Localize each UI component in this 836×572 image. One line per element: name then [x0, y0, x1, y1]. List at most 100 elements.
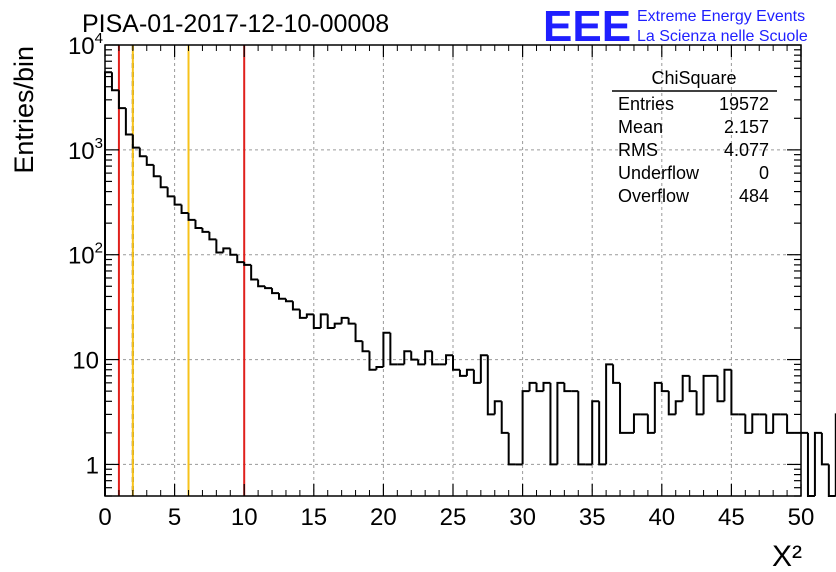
- histogram-bin: [354, 323, 363, 343]
- histogram-bin: [556, 381, 565, 465]
- histogram-bin: [827, 464, 836, 497]
- x-tick-label: 25: [440, 504, 467, 531]
- x-tick-label: 45: [718, 504, 745, 531]
- histogram-bin: [410, 351, 419, 361]
- histogram-bin: [751, 413, 760, 433]
- histogram-bin: [744, 414, 753, 434]
- stats-label: Entries: [618, 94, 674, 114]
- x-tick-label: 10: [231, 504, 258, 531]
- histogram-bin: [716, 375, 725, 403]
- x-tick-label: 30: [509, 504, 536, 531]
- marker-lines: [117, 45, 246, 496]
- histogram-bin: [772, 413, 781, 433]
- histogram-bin: [424, 350, 433, 365]
- histogram-bin: [612, 364, 621, 384]
- histogram-bin: [674, 400, 683, 415]
- histogram-bin: [375, 365, 384, 370]
- histogram-bin: [347, 317, 356, 325]
- y-tick-label: 1: [86, 452, 99, 479]
- histogram-bin: [681, 374, 690, 402]
- histogram-bin: [695, 391, 704, 416]
- x-tick-label: 15: [300, 504, 327, 531]
- histogram-bin: [284, 298, 293, 303]
- histogram-bin: [340, 316, 349, 324]
- x-tick-label: 40: [648, 504, 675, 531]
- grid-lines: [105, 45, 801, 496]
- histogram-bin: [187, 212, 196, 221]
- stats-label: Mean: [618, 117, 663, 137]
- histogram-bin: [278, 293, 286, 300]
- histogram-bin: [521, 390, 530, 465]
- histogram-bin: [166, 187, 175, 198]
- histogram-bin: [124, 108, 133, 136]
- histogram-bin: [486, 355, 495, 416]
- stats-label: Overflow: [618, 186, 690, 206]
- stats-box: ChiSquare Entries 19572 Mean 2.157 RMS 4.077 U…: [612, 68, 777, 206]
- histogram-bin: [368, 351, 377, 371]
- histogram-bin: [110, 72, 119, 92]
- histogram-bin: [180, 204, 189, 214]
- histogram-bin: [507, 432, 516, 466]
- histogram-bin: [291, 301, 300, 311]
- histogram-bin: [646, 414, 655, 434]
- chart-title: PISA-01-2017-12-10-00008: [82, 10, 389, 38]
- histogram-bin: [730, 369, 739, 416]
- stats-title: ChiSquare: [651, 68, 736, 88]
- histogram-bin: [229, 248, 238, 256]
- histogram-bin: [361, 341, 370, 353]
- histogram-bin: [493, 400, 502, 415]
- histogram-bin: [813, 431, 822, 496]
- histogram-bin: [243, 262, 252, 266]
- histogram-bin: [765, 414, 774, 434]
- x-tick-label: 35: [579, 504, 606, 531]
- eee-logo: EEE Extreme Energy Events La Scienza nel…: [543, 2, 808, 51]
- histogram-bin: [605, 363, 614, 465]
- histogram-bin: [173, 196, 182, 206]
- histogram-bin: [257, 279, 266, 288]
- histogram-bin: [298, 309, 307, 319]
- y-tick-label: 104: [68, 30, 103, 60]
- histogram-bin: [542, 381, 551, 392]
- stats-value: 484: [739, 186, 769, 206]
- histogram-bin: [688, 375, 697, 393]
- histogram-bin: [194, 219, 203, 229]
- histogram-bin: [528, 381, 537, 392]
- histogram-bin: [472, 369, 481, 384]
- histogram-bin: [458, 369, 467, 377]
- histogram: [104, 71, 836, 497]
- histogram-bin: [653, 381, 662, 433]
- histogram-bin: [389, 332, 398, 366]
- logo-line-1: Extreme Energy Events: [637, 8, 805, 25]
- x-tick-label: 0: [98, 504, 111, 531]
- histogram-bin: [333, 322, 342, 329]
- histogram-bin: [598, 401, 607, 466]
- eee-logo-mark: EEE: [543, 2, 631, 51]
- x-tick-label: 50: [788, 504, 815, 531]
- histogram-bin: [479, 354, 488, 383]
- histogram-bin: [500, 401, 509, 434]
- histogram-bin: [786, 414, 795, 434]
- histogram-bin: [465, 368, 474, 376]
- histogram-bin: [702, 374, 711, 415]
- histogram-bin: [159, 176, 168, 189]
- x-axis-label: X²: [772, 540, 802, 572]
- logo-line-2: La Scienza nelle Scuole: [637, 28, 808, 45]
- histogram-bin: [236, 254, 245, 264]
- histogram-bin: [403, 350, 412, 365]
- histogram-bin: [326, 314, 335, 330]
- histogram-bin: [131, 134, 140, 149]
- histogram-bin: [660, 382, 669, 393]
- histogram-bin: [723, 368, 732, 402]
- histogram-bin: [201, 227, 210, 233]
- stats-value: 19572: [719, 94, 769, 114]
- y-tick-label: 102: [68, 240, 103, 270]
- histogram-bin: [264, 286, 273, 290]
- histogram-bin: [535, 382, 544, 393]
- histogram-bin: [577, 391, 586, 466]
- histogram-bin: [305, 313, 314, 318]
- y-tick-label: 10: [72, 348, 99, 375]
- histogram-bin: [271, 288, 279, 295]
- histogram-bin: [820, 432, 829, 466]
- histogram-bin: [445, 354, 453, 365]
